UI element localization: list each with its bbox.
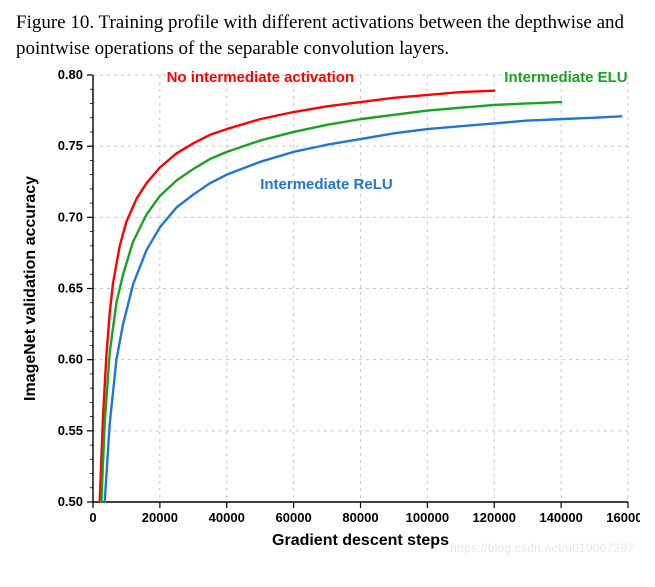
svg-text:0.55: 0.55 [58,423,83,438]
line-chart: 0.50 0.55 0.60 0.65 0.70 0.75 0.80 0 20000 40000 6… [15,67,640,557]
svg-text:140000: 140000 [539,510,582,525]
svg-text:0.65: 0.65 [58,281,83,296]
svg-text:0.70: 0.70 [58,210,83,225]
figure-caption: Figure 10. Training profile with differe… [10,10,645,61]
svg-text:0: 0 [89,510,96,525]
svg-text:0.80: 0.80 [58,67,83,82]
y-axis-label: ImageNet validation accuracy [22,176,39,401]
series-label: No intermediate activation [167,69,355,86]
series-label: Intermediate ELU [504,69,627,86]
svg-text:120000: 120000 [473,510,516,525]
svg-text:0.50: 0.50 [58,494,83,509]
svg-text:20000: 20000 [142,510,178,525]
svg-text:80000: 80000 [342,510,378,525]
x-axis-label: Gradient descent steps [272,532,449,549]
svg-text:60000: 60000 [276,510,312,525]
chart-container: 0.50 0.55 0.60 0.65 0.70 0.75 0.80 0 20000 40000 6… [15,67,640,557]
svg-text:40000: 40000 [209,510,245,525]
svg-text:100000: 100000 [406,510,449,525]
watermark-text: https://blog.csdn.net/u010067397 [450,541,634,555]
svg-text:160000: 160000 [606,510,640,525]
svg-text:0.75: 0.75 [58,138,83,153]
series-label: Intermediate ReLU [260,176,393,193]
svg-text:0.60: 0.60 [58,352,83,367]
